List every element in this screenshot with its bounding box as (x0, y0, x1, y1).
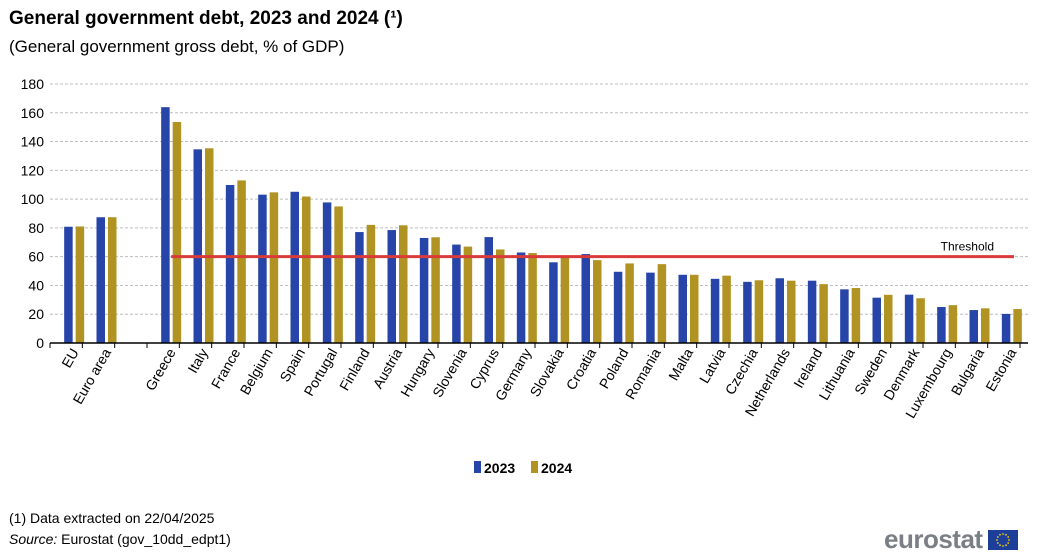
bar-2023-sweden (872, 297, 881, 343)
bar-2023-eu (64, 226, 73, 343)
bar-2024-denmark (916, 298, 925, 343)
x-tick-label: Austria (369, 345, 405, 391)
bar-2023-portugal (322, 202, 332, 343)
bar-2024-italy (205, 148, 214, 343)
bar-2023-malta (678, 274, 687, 343)
bar-2023-cyprus (484, 237, 493, 343)
bar-2023-czechia (743, 281, 752, 343)
x-tick-label: Poland (596, 346, 632, 392)
bar-2023-romania (646, 272, 655, 343)
y-tick-label: 40 (28, 277, 44, 293)
bar-2023-euro-area (96, 217, 105, 343)
bar-2023-luxembourg (937, 307, 946, 343)
bar-2024-czechia (754, 280, 764, 343)
logo-text: eurostat (884, 524, 983, 554)
source-note: Source: Eurostat (gov_10dd_edpt1) (9, 531, 231, 547)
bar-2024-lithuania (851, 288, 861, 343)
bar-2023-estonia (1001, 313, 1011, 343)
bar-2024-romania (657, 264, 667, 343)
bar-2024-france (237, 180, 246, 343)
x-tick-label: Croatia (563, 345, 600, 392)
bar-2023-belgium (258, 194, 267, 343)
bar-2024-austria (399, 225, 408, 343)
legend-swatch-2024 (531, 461, 538, 473)
bar-2024-poland (625, 263, 634, 343)
legend-label-2024: 2024 (541, 460, 572, 476)
eurostat-logo: eurostat (884, 524, 1018, 555)
bar-2024-slovakia (560, 257, 570, 343)
bar-2023-poland (613, 271, 623, 343)
bar-2024-greece (172, 121, 182, 343)
chart-subtitle: (General government gross debt, % of GDP… (9, 37, 345, 56)
bar-2023-slovakia (549, 262, 558, 343)
bar-2023-france (225, 185, 235, 343)
y-tick-label: 120 (21, 162, 45, 178)
bar-2024-euro-area (108, 217, 117, 343)
source-label: Source: (9, 531, 58, 547)
bar-2023-denmark (904, 294, 914, 343)
bar-2024-estonia (1013, 309, 1022, 343)
bar-2024-germany (528, 253, 537, 343)
y-tick-label: 100 (21, 191, 45, 207)
bar-2024-portugal (334, 206, 343, 343)
bar-2024-hungary (431, 237, 440, 343)
bar-2024-croatia (593, 260, 602, 343)
bar-2024-spain (302, 196, 311, 343)
x-tick-label: Malta (665, 345, 696, 383)
x-tick-label: Italy (184, 346, 211, 376)
eu-flag-icon (987, 529, 1018, 550)
bar-2024-slovenia (463, 246, 473, 343)
y-tick-label: 180 (21, 76, 45, 92)
x-tick-label: Ireland (790, 346, 825, 391)
bar-2024-cyprus (496, 249, 505, 343)
x-tick-label: France (208, 345, 244, 391)
bar-2023-croatia (581, 254, 590, 343)
x-tick-label: EU (58, 346, 82, 371)
bar-2024-belgium (269, 192, 279, 343)
bar-2023-finland (355, 232, 364, 343)
bar-2024-eu (75, 226, 85, 343)
bar-2024-netherlands (787, 280, 796, 343)
threshold-label: Threshold (941, 240, 994, 254)
bar-2023-hungary (419, 237, 429, 343)
bar-2023-netherlands (775, 278, 784, 343)
source-text: Eurostat (gov_10dd_edpt1) (57, 531, 231, 547)
bar-2024-finland (366, 224, 376, 343)
bar-2023-italy (193, 149, 202, 343)
x-tick-label: Estonia (982, 345, 1019, 394)
bar-2024-latvia (722, 275, 731, 343)
x-tick-label: Finland (336, 346, 373, 394)
bar-2024-sweden (884, 294, 893, 343)
bar-2023-latvia (710, 278, 720, 343)
bar-2023-lithuania (840, 289, 849, 343)
bar-2024-malta (690, 274, 699, 343)
chart-title: General government debt, 2023 and 2024 (… (9, 8, 403, 29)
legend-swatch-2023 (474, 461, 481, 473)
y-tick-label: 0 (36, 335, 44, 351)
y-tick-label: 80 (28, 220, 44, 236)
bar-2024-bulgaria (981, 308, 990, 343)
x-tick-label: Greece (142, 345, 179, 393)
bar-2023-germany (516, 252, 526, 343)
bar-2023-greece (161, 107, 170, 344)
bar-2023-ireland (807, 280, 817, 343)
x-tick-label: Spain (276, 346, 308, 385)
footnote: (1) Data extracted on 22/04/2025 (9, 510, 215, 526)
bar-2024-luxembourg (948, 305, 958, 343)
bar-2023-slovenia (452, 244, 461, 343)
bar-2023-spain (290, 191, 299, 343)
bar-2024-ireland (819, 284, 828, 343)
legend-label-2023: 2023 (484, 460, 515, 476)
y-tick-label: 20 (28, 306, 44, 322)
y-tick-label: 160 (21, 105, 45, 121)
x-tick-label: Latvia (696, 345, 729, 386)
y-tick-label: 140 (21, 134, 45, 150)
y-tick-label: 60 (28, 249, 44, 265)
bar-2023-bulgaria (969, 310, 978, 343)
bar-2023-austria (387, 230, 396, 343)
